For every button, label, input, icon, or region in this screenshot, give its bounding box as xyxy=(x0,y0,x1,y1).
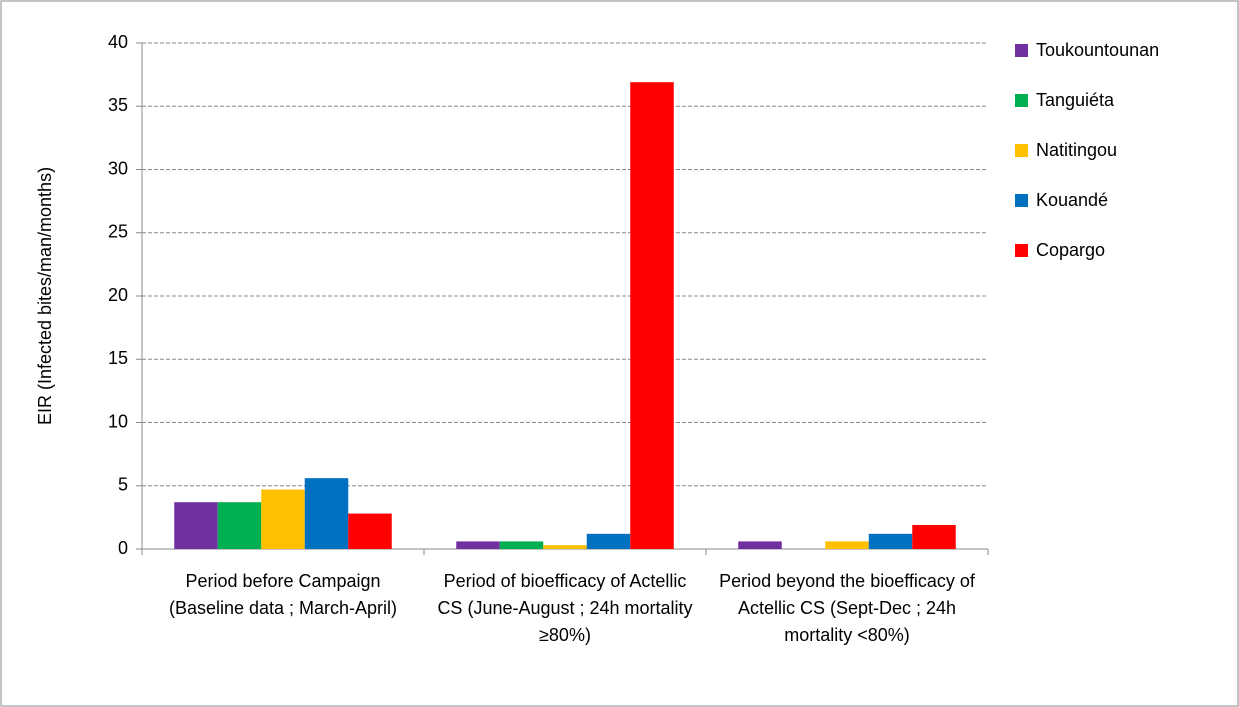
y-tick-label: 10 xyxy=(108,411,128,431)
x-tick-label: Period beyond the bioefficacy of Actelli… xyxy=(719,571,975,645)
y-tick-label: 40 xyxy=(108,32,128,52)
legend-swatch xyxy=(1015,144,1028,157)
bar xyxy=(586,533,631,549)
bar xyxy=(456,541,500,549)
y-tick-label: 20 xyxy=(108,285,128,305)
legend-swatch xyxy=(1015,94,1028,107)
bar xyxy=(261,489,305,549)
bar xyxy=(304,478,349,549)
legend-swatch xyxy=(1015,44,1028,57)
y-tick-label: 30 xyxy=(108,158,128,178)
legend-label: Toukountounan xyxy=(1036,40,1159,60)
x-tick-label: Period of bioefficacy of Actellic CS (Ju… xyxy=(437,571,693,645)
y-tick-label: 5 xyxy=(118,475,128,495)
y-tick-label: 0 xyxy=(118,538,128,558)
y-axis-label: EIR (Infected bites/man/months) xyxy=(35,167,55,425)
bar xyxy=(543,545,587,549)
bar xyxy=(630,82,674,549)
y-tick-label: 15 xyxy=(108,348,128,368)
y-tick-label: 25 xyxy=(108,222,128,242)
y-tick-label: 35 xyxy=(108,95,128,115)
legend-label: Kouandé xyxy=(1036,190,1108,210)
legend-swatch xyxy=(1015,244,1028,257)
bar xyxy=(738,541,782,549)
legend-label: Natitingou xyxy=(1036,140,1117,160)
legend-label: Tanguiéta xyxy=(1036,90,1115,110)
bar xyxy=(174,502,218,549)
bar xyxy=(912,524,956,549)
bar xyxy=(499,541,544,549)
legend-swatch xyxy=(1015,194,1028,207)
bar xyxy=(825,541,869,549)
bar xyxy=(868,533,913,549)
x-tick-label: Period before Campaign (Baseline data ; … xyxy=(168,571,398,618)
bar xyxy=(217,502,262,549)
legend-label: Copargo xyxy=(1036,240,1105,260)
bar xyxy=(348,513,392,549)
